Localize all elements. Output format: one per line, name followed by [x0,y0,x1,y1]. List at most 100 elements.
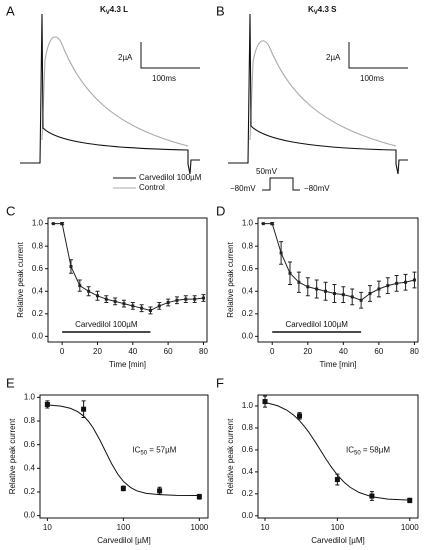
plot-frame [39,394,209,519]
data-point [262,399,268,405]
y-tick-label: 0.0 [24,511,36,520]
control-trace [41,36,189,147]
y-tick-label: 0.0 [32,331,44,340]
x-tick-label: 80 [199,347,208,356]
y-axis-title: Relative peak current [226,241,235,317]
y-axis-title: Relative peak current [8,418,17,494]
title-rest: 4.3 S [318,5,337,14]
y-tick-label: 0.2 [32,309,44,318]
y-tick-label: 0.2 [24,487,36,496]
fit-curve [264,401,410,501]
x-axis-title: Time [min] [109,360,146,369]
y-tick-label: 0.8 [32,241,44,250]
x-tick-label: 1000 [190,523,208,532]
annotation: IC50 = 57µM [132,445,176,455]
data-point [157,488,163,494]
annotation-main: IC [132,445,140,454]
y-tick-label: 0.0 [242,331,254,340]
y-tick-label: 1.0 [32,219,44,228]
y-tick-label: 1.0 [242,401,254,410]
control-trace [249,40,397,147]
y-tick-label: 0.2 [242,309,254,318]
carvedilol-trace [228,13,408,175]
annotation-rest: = 57µM [147,445,177,454]
application-label: Carvedilol 100µM [75,320,138,329]
y-axis-title: Relative peak current [16,241,25,317]
y-axis-title: Relative peak current [226,418,235,494]
scale-x: 100ms [360,74,384,83]
data-line [263,223,415,301]
panel-title: KV4.3 L [100,5,128,15]
y-tick-label: 1.0 [24,392,36,401]
carvedilol-trace [20,13,200,175]
annotation-rest: = 58µM [361,445,391,454]
plot-frame [47,217,208,343]
x-tick-label: 100 [117,523,131,532]
x-tick-label: 20 [303,347,312,356]
protocol-label: −80mV [230,184,256,193]
y-tick-label: 0.2 [242,489,254,498]
x-tick-label: 0 [60,347,65,356]
title-rest: 4.3 L [110,5,128,14]
panel-label: A [6,3,15,18]
y-tick-label: 0.6 [242,264,254,273]
scale-y: 2µA [326,53,341,62]
y-tick-label: 0.4 [242,467,254,476]
legend-label: Carvedilol 100µM [139,173,202,182]
scale-bar [140,42,200,69]
data-point [81,406,87,412]
y-tick-label: 0.8 [242,423,254,432]
y-tick-label: 1.0 [242,219,254,228]
title-sub: V [314,10,318,16]
x-tick-label: 60 [164,347,173,356]
title-main: K [308,5,314,14]
data-point [334,477,340,483]
title-sub: V [106,10,110,16]
y-tick-label: 0.4 [32,286,44,295]
x-tick-label: 60 [374,347,383,356]
y-tick-label: 0.4 [24,463,36,472]
data-point [120,485,126,491]
panel-label: B [216,3,225,18]
annotation-sub: 50 [140,450,147,456]
data-line [53,223,204,311]
x-tick-label: 40 [128,347,137,356]
plot-frame [257,217,419,343]
panel-label: F [216,375,224,390]
protocol-label: −80mV [304,184,330,193]
x-tick-label: 80 [410,347,419,356]
x-tick-label: 1000 [401,523,419,532]
data-point [297,413,303,419]
x-axis-title: Carvedilol [µM] [311,536,365,545]
x-axis-title: Carvedilol [µM] [97,536,151,545]
scale-bar [348,42,408,69]
legend-label: Control [139,183,165,192]
voltage-protocol [262,177,300,191]
application-label: Carvedilol 100µM [285,320,348,329]
y-tick-label: 0.6 [242,445,254,454]
panel-label: C [6,203,15,218]
annotation-main: IC [346,445,354,454]
y-tick-label: 0.8 [24,416,36,425]
annotation: IC50 = 58µM [346,445,390,455]
scale-y: 2µA [118,53,133,62]
panel-title: KV4.3 S [308,5,337,15]
y-tick-label: 0.6 [32,264,44,273]
x-tick-label: 40 [339,347,348,356]
x-tick-label: 100 [331,523,345,532]
x-axis-title: Time [min] [319,360,356,369]
x-tick-label: 10 [261,523,270,532]
plot-frame [257,394,419,519]
x-tick-label: 0 [270,347,275,356]
y-tick-label: 0.6 [24,440,36,449]
y-tick-label: 0.4 [242,286,254,295]
protocol-label: 50mV [256,167,278,176]
y-tick-label: 0.0 [242,511,254,520]
x-tick-label: 10 [43,523,52,532]
scale-x: 100ms [152,74,176,83]
data-point [44,401,50,407]
data-point [196,494,202,500]
y-tick-label: 0.8 [242,241,254,250]
